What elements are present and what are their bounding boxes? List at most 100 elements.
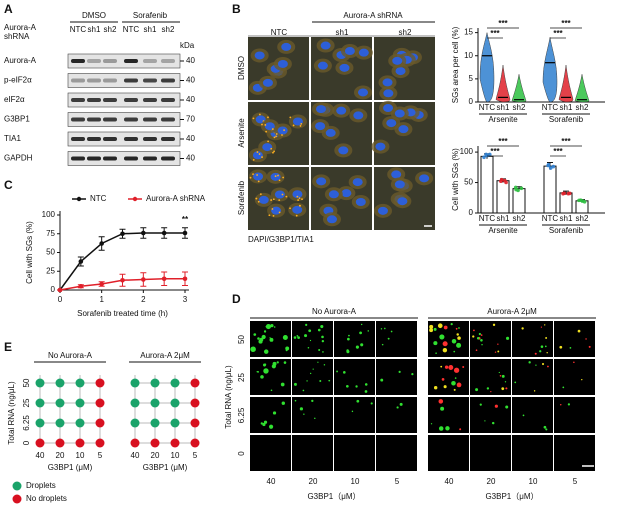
lane-label: sh1: [144, 25, 157, 34]
droplet: [302, 389, 305, 392]
droplet: [346, 350, 350, 354]
lane-label: NTC: [70, 25, 87, 34]
x-tick-label: 2: [141, 295, 146, 304]
bar: [559, 192, 573, 214]
x-tick-label: sh1: [560, 214, 573, 223]
nucleus: [328, 190, 339, 199]
granule: [278, 211, 281, 214]
droplet: [263, 368, 269, 374]
droplet: [318, 349, 321, 352]
lane-label: sh2: [162, 25, 175, 34]
condition-title: Aurora-A 2μM: [487, 307, 537, 316]
row-label: 6.25: [237, 407, 246, 423]
dot: [485, 153, 490, 158]
violin: [479, 32, 495, 103]
nucleus: [264, 122, 275, 131]
marker-label: 40: [186, 76, 195, 85]
granule: [249, 176, 252, 179]
droplet-state: [35, 418, 45, 428]
marker-label: 70: [186, 115, 195, 124]
x-axis-label: G3BP1 (μM): [48, 463, 93, 472]
droplet: [457, 336, 461, 340]
condition-title: No Aurora-A: [312, 307, 357, 316]
granule: [267, 140, 270, 143]
nucleus: [252, 151, 263, 160]
droplet: [380, 328, 383, 330]
column-label: 20: [309, 477, 318, 486]
nucleus: [355, 197, 366, 206]
droplet: [308, 329, 312, 333]
dot: [551, 164, 556, 169]
granule: [289, 116, 292, 119]
micrograph: [554, 435, 595, 471]
granule: [252, 117, 255, 120]
significance: ***: [498, 19, 508, 28]
nucleus: [394, 180, 405, 189]
micrograph: [292, 435, 333, 471]
micrograph: [470, 321, 511, 357]
no-droplet-state: [150, 438, 160, 448]
row-label: Arsenite: [237, 118, 246, 148]
band: [71, 117, 85, 122]
droplet: [269, 326, 271, 328]
band: [124, 137, 138, 141]
no-droplet-state: [75, 438, 85, 448]
nucleus: [392, 56, 403, 65]
granule: [272, 214, 275, 217]
droplet: [497, 350, 500, 353]
legend-marker: [132, 196, 138, 202]
granule: [271, 128, 274, 130]
droplet: [540, 345, 544, 348]
granule: [259, 193, 262, 196]
band: [71, 59, 85, 63]
droplet: [269, 424, 274, 429]
micrograph: [428, 435, 469, 471]
droplet: [544, 324, 546, 326]
band: [124, 78, 138, 83]
granule: [272, 198, 275, 201]
nucleus: [277, 59, 288, 68]
droplet: [435, 352, 437, 354]
droplet: [293, 382, 297, 386]
droplet: [453, 367, 460, 373]
x-axis-label: Sorafenib treated time (h): [77, 309, 168, 318]
nucleus: [271, 206, 282, 215]
band: [103, 78, 117, 83]
droplet-state: [130, 378, 140, 388]
nucleus: [292, 205, 303, 214]
column-label: 20: [151, 451, 160, 460]
y-tick-label: 100: [42, 210, 56, 219]
band: [124, 59, 138, 63]
point: [99, 241, 104, 246]
granule: [270, 199, 273, 201]
droplet: [270, 389, 273, 392]
droplet: [577, 329, 581, 333]
y-axis-label: SGs area per cell (%): [451, 26, 460, 103]
nucleus: [262, 78, 273, 87]
droplet: [491, 421, 495, 425]
y-tick-label: 50: [464, 178, 473, 187]
droplet: [429, 328, 434, 333]
band: [143, 59, 157, 63]
band: [71, 137, 85, 141]
droplet: [347, 337, 350, 341]
micrograph: [292, 359, 333, 395]
droplet: [450, 323, 453, 326]
no-droplet-state: [95, 438, 105, 448]
droplet: [296, 335, 299, 337]
droplet: [320, 324, 324, 329]
granule: [272, 151, 274, 154]
column-label: 20: [487, 477, 496, 486]
violin: [542, 37, 558, 103]
granule: [261, 156, 263, 158]
droplet: [360, 323, 363, 326]
droplet: [281, 401, 285, 405]
micrograph: [376, 397, 417, 433]
granule: [292, 124, 295, 127]
nucleus: [316, 177, 327, 186]
granule: [301, 198, 303, 201]
blot-name: TIA1: [4, 134, 21, 143]
droplet: [307, 346, 310, 349]
droplet-state: [170, 378, 180, 388]
droplet: [451, 339, 457, 344]
